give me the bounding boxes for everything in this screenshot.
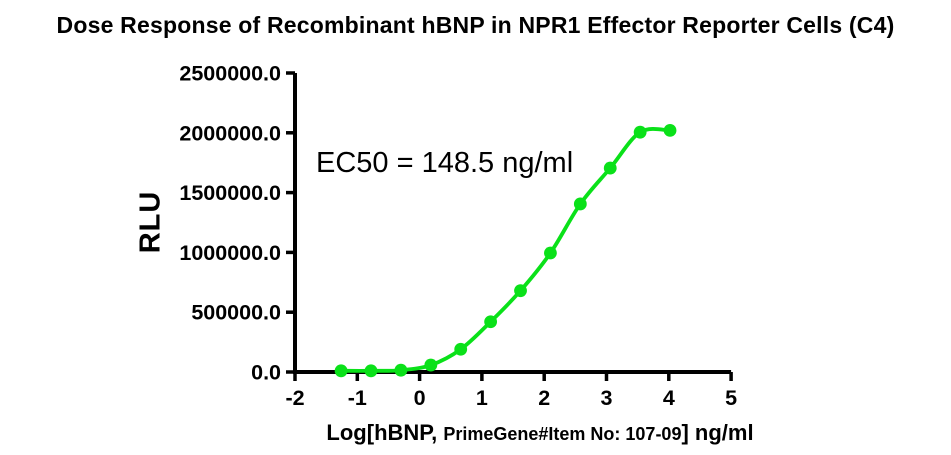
y-tick-label: 1500000.0 bbox=[179, 181, 281, 205]
data-point-marker bbox=[603, 161, 617, 175]
data-point-marker bbox=[424, 358, 438, 372]
x-axis-label-part1: Log[hBNP, bbox=[326, 420, 444, 445]
x-axis-label-part3: ] ng/ml bbox=[681, 420, 754, 445]
x-tick-label: -1 bbox=[348, 386, 367, 410]
y-tick-label: 1000000.0 bbox=[179, 241, 281, 265]
data-point-marker bbox=[633, 125, 647, 139]
data-point-marker bbox=[484, 315, 498, 329]
x-tick-label: 2 bbox=[538, 386, 550, 410]
data-point-marker bbox=[514, 284, 527, 298]
data-point-marker bbox=[364, 364, 378, 378]
x-axis-label: Log[hBNP, PrimeGene#Item No: 107-09] ng/… bbox=[326, 420, 753, 446]
y-tick-label: 500000.0 bbox=[191, 301, 281, 325]
data-point-marker bbox=[573, 197, 587, 211]
x-tick-label: 4 bbox=[663, 386, 675, 410]
x-tick-label: -2 bbox=[285, 386, 304, 410]
x-tick-label: 1 bbox=[476, 386, 488, 410]
x-tick-label: 0 bbox=[414, 386, 426, 410]
axes bbox=[293, 73, 732, 374]
y-tick-label: 2500000.0 bbox=[179, 62, 281, 86]
data-point-marker bbox=[454, 342, 468, 356]
ec50-annotation: EC50 = 148.5 ng/ml bbox=[316, 147, 574, 179]
x-tick-label: 3 bbox=[601, 386, 613, 410]
x-axis-label-part2: PrimeGene#Item No: 107-09 bbox=[443, 424, 682, 444]
dose-response-curve bbox=[339, 127, 672, 373]
data-point-marker bbox=[334, 364, 348, 378]
y-tick-label: 0.0 bbox=[251, 361, 281, 385]
x-tick-label: 5 bbox=[725, 386, 737, 410]
data-point-marker bbox=[544, 246, 557, 260]
chart-title: Dose Response of Recombinant hBNP in NPR… bbox=[56, 12, 895, 38]
y-tick-label: 2000000.0 bbox=[179, 121, 281, 145]
data-point-marker bbox=[394, 363, 408, 377]
data-point-marker bbox=[663, 124, 677, 137]
